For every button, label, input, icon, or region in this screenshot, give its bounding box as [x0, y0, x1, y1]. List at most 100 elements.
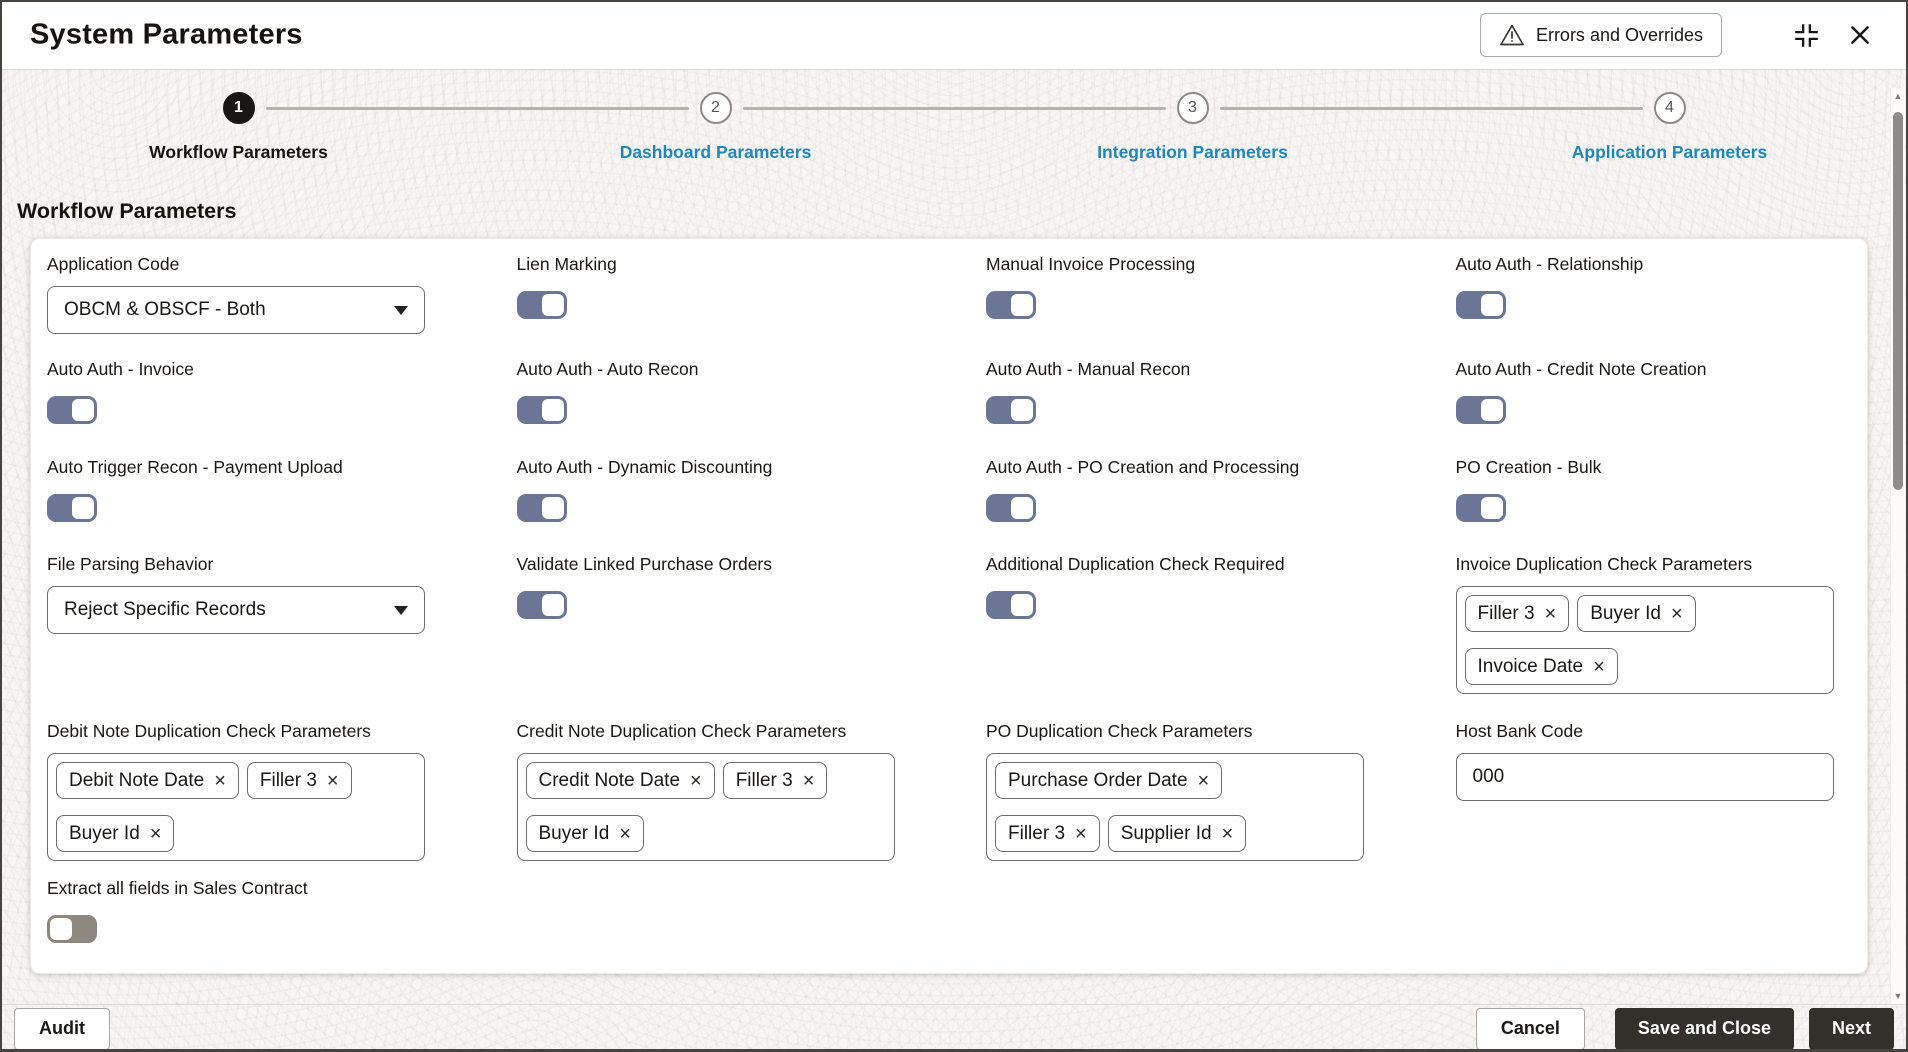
toggle-knob	[541, 399, 564, 421]
save-and-close-button[interactable]: Save and Close	[1614, 1007, 1794, 1050]
toggle-auto-auth-po-creation-and-processing[interactable]	[986, 494, 1036, 522]
step-circle-dashboard[interactable]: 2	[699, 92, 732, 124]
field-label: Manual Invoice Processing	[986, 254, 1196, 274]
field-auto-auth-manual-recon: Auto Auth - Manual Recon	[986, 358, 1382, 424]
chip-label: Invoice Date	[1477, 655, 1584, 677]
section-title: Workflow Parameters	[17, 199, 237, 223]
step-circle-integration[interactable]: 3	[1176, 92, 1209, 124]
field-label: Invoice Duplication Check Parameters	[1455, 554, 1753, 574]
field-label: Extract all fields in Sales Contract	[47, 878, 308, 898]
toggle-knob	[541, 294, 564, 316]
toggle-knob	[541, 594, 564, 616]
field-label: Host Bank Code	[1455, 721, 1583, 741]
step-circle-application[interactable]: 4	[1653, 92, 1686, 124]
toggle-knob	[1480, 294, 1503, 316]
cancel-button[interactable]: Cancel	[1475, 1007, 1585, 1050]
chip-remove-icon[interactable]: ×	[802, 769, 815, 792]
field-label: Auto Auth - PO Creation and Processing	[986, 457, 1300, 477]
scroll-down-icon[interactable]: ▼	[1893, 991, 1903, 1001]
warning-icon	[1499, 23, 1525, 47]
toggle-lien-marking[interactable]	[516, 291, 567, 319]
errors-and-overrides-button[interactable]: Errors and Overrides	[1479, 13, 1722, 57]
chip-label: Filler 3	[735, 769, 793, 791]
select-value: OBCM & OBSCF - Both	[64, 299, 266, 320]
chip-label: Buyer Id	[69, 822, 140, 844]
debit-note-duplication-chipbox[interactable]: Debit Note Date × Filler 3 × Buyer Id ×	[47, 753, 425, 861]
select-value: Reject Specific Records	[64, 599, 266, 620]
field-label: Credit Note Duplication Check Parameters	[516, 721, 847, 741]
field-label: Validate Linked Purchase Orders	[516, 554, 773, 574]
credit-note-duplication-chipbox[interactable]: Credit Note Date × Filler 3 × Buyer Id ×	[516, 753, 895, 861]
toggle-auto-auth-auto-recon[interactable]	[516, 396, 567, 424]
field-auto-auth-auto-recon: Auto Auth - Auto Recon	[516, 358, 913, 424]
field-po-duplication-check-parameters: PO Duplication Check Parameters Purchase…	[986, 720, 1382, 861]
chip-remove-icon[interactable]: ×	[619, 822, 631, 845]
chip-remove-icon[interactable]: ×	[1221, 822, 1234, 845]
toggle-auto-auth-credit-note-creation[interactable]	[1455, 396, 1506, 424]
chip-remove-icon[interactable]: ×	[1593, 655, 1605, 678]
field-auto-auth-dynamic-discounting: Auto Auth - Dynamic Discounting	[516, 456, 913, 522]
chip-label: Credit Note Date	[538, 769, 681, 791]
toggle-auto-auth-manual-recon[interactable]	[986, 396, 1036, 424]
invoice-duplication-chipbox[interactable]: Filler 3 × Buyer Id × Invoice Date ×	[1455, 586, 1834, 694]
field-auto-auth-relationship: Auto Auth - Relationship	[1455, 253, 1852, 319]
field-auto-auth-credit-note-creation: Auto Auth - Credit Note Creation	[1455, 358, 1852, 424]
toggle-auto-trigger-recon-payment-upload[interactable]	[47, 494, 97, 522]
field-debit-note-duplication-check-parameters: Debit Note Duplication Check Parameters …	[47, 720, 443, 861]
step-label-application[interactable]: Application Parameters	[1571, 142, 1768, 162]
scroll-up-icon[interactable]: ▲	[1893, 91, 1903, 101]
toggle-extract-all-fields-in-sales-contract[interactable]	[47, 915, 97, 943]
chip-remove-icon[interactable]: ×	[690, 769, 702, 792]
collapse-window-icon[interactable]	[1792, 21, 1820, 49]
toggle-auto-auth-relationship[interactable]	[1455, 291, 1506, 319]
toggle-manual-invoice-processing[interactable]	[986, 291, 1036, 319]
toggle-knob	[1011, 497, 1033, 519]
toggle-auto-auth-dynamic-discounting[interactable]	[516, 494, 567, 522]
toggle-knob	[541, 497, 564, 519]
chip-debit-note-date: Debit Note Date ×	[56, 762, 239, 799]
audit-button[interactable]: Audit	[14, 1007, 110, 1050]
chip-remove-icon[interactable]: ×	[149, 822, 162, 845]
chip-remove-icon[interactable]: ×	[1197, 769, 1210, 792]
step-label-integration[interactable]: Integration Parameters	[1097, 142, 1288, 162]
field-validate-linked-purchase-orders: Validate Linked Purchase Orders	[516, 553, 913, 619]
toggle-knob	[1011, 399, 1033, 421]
toggle-po-creation-bulk[interactable]	[1455, 494, 1506, 522]
step-label-dashboard[interactable]: Dashboard Parameters	[619, 142, 812, 162]
chip-remove-icon[interactable]: ×	[326, 769, 339, 792]
toggle-validate-linked-purchase-orders[interactable]	[516, 591, 567, 619]
field-auto-trigger-recon-payment-upload: Auto Trigger Recon - Payment Upload	[47, 456, 443, 522]
field-label: PO Creation - Bulk	[1455, 457, 1602, 477]
field-label: Auto Auth - Auto Recon	[516, 359, 699, 379]
toggle-knob	[1480, 497, 1503, 519]
close-icon[interactable]	[1846, 21, 1874, 49]
file-parsing-behavior-select[interactable]: Reject Specific Records	[47, 586, 425, 634]
chip-remove-icon[interactable]: ×	[1544, 602, 1557, 625]
chip-remove-icon[interactable]: ×	[214, 769, 226, 792]
chip-remove-icon[interactable]: ×	[1670, 602, 1683, 625]
chip-label: Filler 3	[259, 769, 317, 791]
scrollbar-thumb[interactable]	[1893, 112, 1903, 490]
host-bank-code-input[interactable]	[1455, 753, 1834, 801]
field-invoice-duplication-check-parameters: Invoice Duplication Check Parameters Fil…	[1455, 553, 1852, 694]
field-label: Auto Auth - Credit Note Creation	[1455, 359, 1707, 379]
chip-remove-icon[interactable]: ×	[1075, 822, 1087, 845]
chip-label: Debit Note Date	[69, 769, 205, 791]
field-file-parsing-behavior: File Parsing Behavior Reject Specific Re…	[47, 553, 443, 634]
toggle-auto-auth-invoice[interactable]	[47, 396, 97, 424]
step-label-workflow[interactable]: Workflow Parameters	[149, 142, 328, 162]
toggle-additional-duplication-check-required[interactable]	[986, 591, 1036, 619]
step-circle-workflow[interactable]: 1	[222, 92, 255, 124]
field-credit-note-duplication-check-parameters: Credit Note Duplication Check Parameters…	[516, 720, 913, 861]
next-button[interactable]: Next	[1808, 1007, 1894, 1050]
application-code-select[interactable]: OBCM & OBSCF - Both	[47, 286, 425, 334]
vertical-scrollbar[interactable]: ▲ ▼	[1890, 88, 1905, 1004]
field-label: Auto Auth - Relationship	[1455, 254, 1644, 274]
toggle-knob	[1011, 594, 1033, 616]
po-duplication-chipbox[interactable]: Purchase Order Date × Filler 3 × Supplier …	[986, 753, 1364, 861]
field-lien-marking: Lien Marking	[516, 253, 913, 319]
field-label: Debit Note Duplication Check Parameters	[47, 721, 371, 741]
chip-label: Buyer Id	[1590, 602, 1661, 624]
field-label: Application Code	[47, 254, 180, 274]
